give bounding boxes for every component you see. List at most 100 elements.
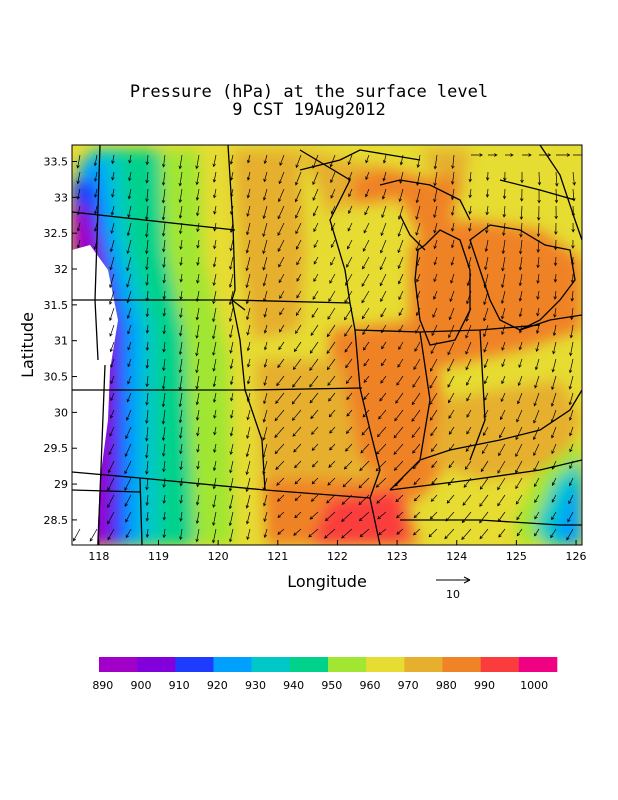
wind-vector (535, 341, 540, 353)
wind-vector (536, 205, 541, 221)
wind-vector (433, 222, 438, 234)
wind-vector (328, 290, 336, 302)
wind-vector (551, 443, 557, 455)
wind-vector (412, 528, 421, 536)
wind-vector (556, 153, 571, 157)
wind-vector (277, 239, 285, 252)
wind-vector (537, 188, 541, 204)
wind-vector (501, 341, 506, 351)
wind-vector (195, 392, 200, 406)
wind-vector (566, 528, 574, 541)
wind-vector (416, 171, 421, 187)
wind-vector (145, 494, 149, 506)
legend-swatch (175, 657, 214, 672)
wind-vector (569, 341, 574, 357)
wind-vector (178, 358, 183, 374)
wind-vector (126, 307, 132, 319)
wind-vector (126, 409, 132, 421)
wind-vector (416, 154, 421, 169)
y-tick-label: 30 (54, 406, 68, 419)
wind-vector (178, 171, 183, 187)
wind-vector (431, 324, 438, 337)
wind-vector (448, 307, 455, 321)
wind-vector (360, 443, 370, 454)
wind-vector (108, 290, 115, 305)
wind-vector (433, 188, 438, 203)
wind-vector (515, 426, 523, 441)
wind-vector (344, 290, 353, 304)
wind-vector (162, 494, 166, 504)
wind-vector (246, 188, 251, 199)
wind-vector (465, 324, 472, 339)
wind-vector (568, 477, 574, 487)
wind-vector (178, 392, 183, 408)
wind-vector (381, 324, 387, 334)
wind-vector (433, 205, 438, 219)
wind-vector (479, 477, 489, 490)
wind-vector (347, 239, 353, 250)
wind-vector (212, 273, 217, 287)
wind-vector (447, 341, 455, 356)
wind-vector (279, 154, 285, 166)
reference-vector: 10 (436, 576, 471, 601)
wind-vector (212, 171, 217, 183)
x-tick-label: 120 (208, 550, 229, 563)
wind-vector (450, 205, 455, 216)
wind-vector (145, 307, 150, 318)
wind-vector (179, 290, 183, 301)
wind-vector (428, 528, 438, 538)
wind-vector (127, 341, 132, 351)
wind-vector (432, 307, 438, 318)
y-tick-label: 28.5 (44, 514, 69, 527)
wind-vector (501, 375, 506, 385)
wind-vector (468, 188, 472, 199)
wind-vector (344, 324, 353, 337)
wind-vector (228, 290, 234, 306)
wind-vector (263, 171, 268, 183)
wind-vector (127, 188, 132, 200)
wind-vector (179, 477, 183, 487)
wind-vector (571, 239, 575, 249)
wind-vector (179, 511, 183, 522)
wind-vector (213, 222, 217, 232)
wind-vector (450, 222, 455, 232)
wind-vector (162, 273, 166, 284)
wind-vector (465, 341, 472, 355)
wind-vector (294, 460, 302, 469)
wind-vector (295, 222, 302, 235)
wind-vector (379, 239, 387, 254)
wind-vector (196, 460, 200, 470)
wind-vector (411, 409, 421, 422)
wind-vector (329, 426, 336, 434)
wind-vector (537, 171, 542, 186)
wind-vector (415, 222, 421, 236)
wind-vector (447, 375, 455, 388)
wind-vector (347, 222, 353, 232)
wind-vector (398, 273, 404, 285)
wind-vector (263, 358, 268, 368)
wind-vector (262, 477, 268, 491)
wind-vector (295, 307, 302, 317)
wind-vector (479, 494, 489, 507)
reference-vector-label: 10 (446, 588, 460, 601)
wind-vector (212, 154, 217, 168)
wind-vector (515, 494, 523, 505)
wind-vector (73, 528, 81, 542)
wind-vector (573, 154, 582, 156)
wind-vector (501, 358, 506, 368)
wind-vector (483, 273, 489, 289)
wind-vector (293, 528, 302, 536)
wind-vector (382, 171, 387, 182)
wind-vector (553, 239, 558, 251)
wind-vector (484, 375, 489, 385)
wind-vector (229, 460, 234, 474)
wind-vector (327, 477, 336, 486)
legend-swatch (366, 657, 405, 672)
wind-vector (330, 188, 336, 199)
wind-vector (295, 154, 302, 169)
wind-vector (448, 324, 455, 339)
wind-vector (274, 443, 285, 455)
wind-vector (461, 511, 472, 524)
x-tick-label: 126 (566, 550, 587, 563)
wind-vector (551, 511, 557, 521)
